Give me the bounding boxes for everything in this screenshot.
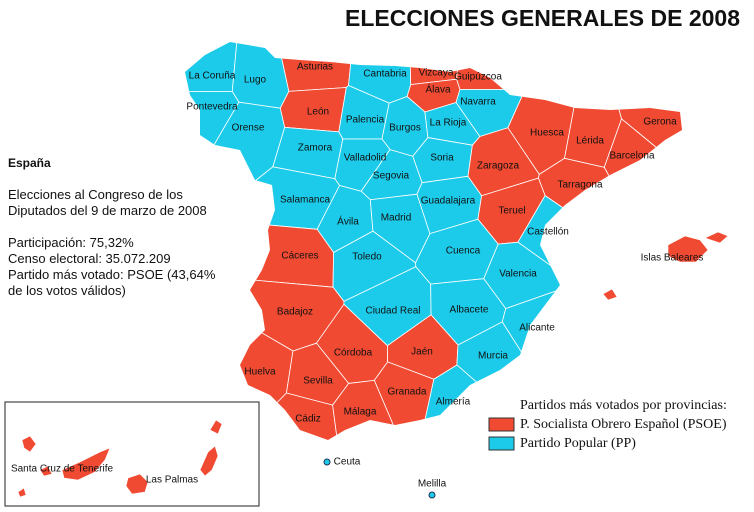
province-label: Albacete [450,305,489,316]
province-label: Guadalajara [421,196,476,207]
province-label: Huesca [530,128,564,139]
island [61,447,111,481]
province-label: Orense [232,123,265,134]
province-label: Palencia [346,115,385,126]
legend-label: P. Socialista Obrero Español (PSOE) [520,417,727,432]
province-label: Lugo [244,75,267,86]
province-label: Santa Cruz de Tenerife [11,464,114,475]
province-label: Valencia [499,269,537,280]
province [231,42,290,109]
province-label: Ávila [337,215,359,228]
province-label: Álava [425,83,450,96]
province-label: Tarragona [557,180,602,191]
province-label: Navarra [460,97,496,108]
island [704,231,729,244]
province-label: Vizcaya [419,68,454,79]
city-label: Ceuta [334,457,361,468]
legend-swatch [488,417,515,432]
census: Censo electoral: 35.072.209 [8,251,171,266]
province-label: Gerona [643,117,677,128]
province-label: Cantabria [363,69,407,80]
province-label: Barcelona [609,151,654,162]
province-label: Jaén [411,347,433,358]
province-label: Castellón [527,227,569,238]
islands [17,231,729,498]
island [17,487,27,498]
province [210,392,342,440]
legend-title: Partidos más votados por provincias: [520,398,727,413]
province-label: Salamanca [280,195,330,206]
province-label: Asturias [297,62,333,73]
province-label: Granada [388,387,427,398]
melilla-dot [428,491,436,499]
participation: Participación: 75,32% [8,235,134,250]
province-labels: La Coruña Lugo Pontevedra Orense Asturias Can… [11,62,703,486]
province-label: La Coruña [189,71,236,82]
province-label: Murcia [478,351,508,362]
province-label: Segovia [373,171,410,182]
province-label: Almería [436,397,471,408]
province-label: Ciudad Real [365,306,420,317]
province [603,118,682,324]
province-label: Cuenca [446,246,481,257]
province-label: Toledo [352,252,382,263]
province-label: Córdoba [334,348,373,359]
province-label: Burgos [389,123,421,134]
province-label: Las Palmas [146,475,198,486]
island [209,419,223,435]
legend-swatch [488,436,515,451]
province-label: Soria [430,153,454,164]
island [602,288,618,301]
island [125,473,149,495]
province-label: Alicante [519,323,555,334]
title: ELECCIONES GENERALES DE 2008 [345,5,740,31]
most-voted: Partido más votado: PSOE (43,64% de los … [8,267,216,298]
province-label: Badajoz [277,307,313,318]
province-label: Zaragoza [477,161,520,172]
province-label: Cáceres [281,251,318,262]
island [39,465,53,477]
ceuta-dot [323,458,331,466]
canary-inset [4,401,260,507]
country: España [8,156,51,170]
province-label: Zamora [298,143,333,154]
province-label: Málaga [344,407,377,418]
province-label: Cádiz [295,414,321,425]
province-label: Madrid [381,213,412,224]
island [199,445,219,477]
province-label: Huelva [244,367,276,378]
province-label: Sevilla [303,376,333,387]
island [21,435,37,453]
info-panel: España Elecciones al Congreso de los Dip… [8,155,233,299]
election: Elecciones al Congreso de los Diputados … [8,187,207,218]
city-label: Melilla [418,479,447,490]
province-label: Valladolid [344,153,387,164]
province-label: Teruel [498,206,525,217]
legend-label: Partido Popular (PP) [520,436,636,451]
province-label: La Rioja [430,118,467,129]
province-label: León [307,107,329,118]
island [667,235,709,263]
province-label: Lérida [576,136,604,147]
province-label: Guipúzcoa [454,72,502,83]
province-label: Pontevedra [186,102,238,113]
province-label: Islas Baleares [641,253,704,264]
